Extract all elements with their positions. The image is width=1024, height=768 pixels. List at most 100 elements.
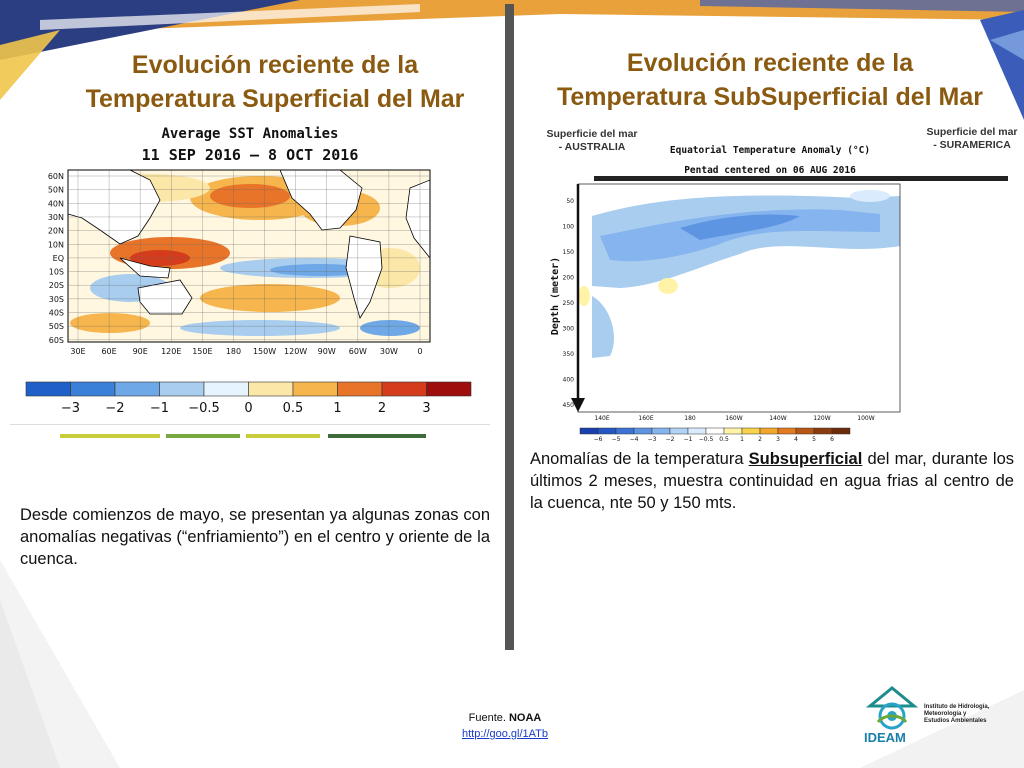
lat-label: 60S: [49, 336, 64, 345]
lon-label: 60W: [349, 347, 367, 356]
depth-tick: 350: [563, 351, 575, 358]
legend-label: −2: [105, 401, 124, 416]
chart-legend-label: −5: [612, 436, 621, 442]
lon-tick: 140W: [769, 415, 786, 422]
map-lon-labels: 30E 60E 90E 120E 150E 180 150W 120W 90W 60W 30W 0: [70, 347, 422, 356]
chart-legend-swatch: [705, 427, 725, 435]
map-title-line2: 11 SEP 2016 – 8 OCT 2016: [142, 146, 359, 164]
source-credit: Fuente. NOAA http://goo.gl/1ATb: [420, 710, 590, 742]
chart-legend-label: −0.5: [699, 436, 714, 442]
legend-swatch: [25, 381, 71, 397]
ideam-logo: IDEAM Instituto de Hidrología, Meteorolo…: [864, 686, 990, 745]
sst-anomaly-map: Average SST Anomalies 11 SEP 2016 – 8 OC…: [48, 126, 431, 356]
legend-separator: [10, 424, 490, 425]
lon-label: 90E: [133, 347, 148, 356]
left-body-text: Desde comienzos de mayo, se presentan ya…: [20, 506, 490, 568]
depth-tick: 450: [563, 402, 575, 409]
lon-tick: 160E: [638, 415, 653, 422]
chart-legend-label: −3: [648, 436, 657, 442]
panel-divider: [505, 4, 514, 650]
right-body-text: Anomalías de la temperatura Subsuperfici…: [530, 448, 1014, 514]
right-body-emphasis: Subsuperficial: [748, 450, 863, 468]
depth-tick: 100: [563, 224, 575, 231]
legend-swatch: [70, 381, 116, 397]
lat-label: 40S: [49, 309, 64, 318]
right-body-pre: Anomalías de la temperatura: [530, 450, 749, 468]
lon-label: 30E: [70, 347, 85, 356]
legend-swatch: [337, 381, 383, 397]
legend-label: 0.5: [283, 401, 304, 416]
lon-tick: 100W: [857, 415, 874, 422]
legend-swatch: [381, 381, 427, 397]
chart-legend-label: 6: [830, 436, 834, 442]
source-prefix: Fuente.: [468, 712, 509, 724]
chart-legend-swatch: [741, 427, 761, 435]
chart-legend-swatch: [633, 427, 653, 435]
lon-label: 120W: [284, 347, 307, 356]
legend-label: 0: [244, 401, 252, 416]
source-name: NOAA: [508, 712, 542, 724]
chart-legend-swatch: [651, 427, 671, 435]
depth-tick: 150: [563, 249, 575, 256]
right-title-line1: Evolución reciente de la: [626, 49, 914, 77]
lat-label: 50S: [49, 322, 64, 331]
label-suramerica: Superficie del mar - SURAMERICA: [926, 126, 1018, 151]
chart-legend-label: 4: [794, 436, 798, 442]
chart-legend-swatch: [687, 427, 707, 435]
depth-tick: 300: [563, 326, 575, 333]
lat-label: 30S: [49, 295, 64, 304]
depth-tick: 50: [566, 198, 574, 205]
legend-swatch: [203, 381, 249, 397]
chart-legend-label: −6: [594, 436, 603, 442]
legend-label: 1: [333, 401, 341, 416]
chart-legend-swatch: [777, 427, 797, 435]
source-link[interactable]: http://goo.gl/1ATb: [461, 728, 549, 740]
lon-tick: 180: [684, 415, 696, 422]
chart-legend-swatch: [579, 427, 599, 435]
left-title: Evolución reciente de la Temperatura Sup…: [40, 48, 510, 116]
legend-label: −3: [61, 401, 80, 416]
chart-legend-label: 0.5: [719, 436, 729, 442]
chart-title-line2: Pentad centered on 06 AUG 2016: [684, 165, 856, 176]
right-title: Evolución reciente de la Temperatura Sub…: [520, 46, 1020, 114]
right-body-post: del mar, durante los últimos 2 meses, mu…: [530, 450, 1014, 512]
chart-ylabel: Depth (meter): [550, 257, 561, 335]
chart-legend-swatch: [723, 427, 743, 435]
lon-tick: 160W: [725, 415, 742, 422]
legend-swatch: [114, 381, 160, 397]
legend-label: 2: [378, 401, 386, 416]
lat-label: 20S: [49, 281, 64, 290]
legend-swatch: [159, 381, 205, 397]
chart-legend-label: 3: [776, 436, 780, 442]
chart-legend-label: 2: [758, 436, 762, 442]
lat-label: 20N: [48, 227, 64, 236]
surface-line: [594, 176, 1008, 181]
decorative-dashes: [60, 434, 426, 438]
chart-legend-swatch: [831, 427, 851, 435]
chart-legend-swatch: [795, 427, 815, 435]
left-title-line2: Temperatura Superficial del Mar: [85, 85, 465, 113]
chart-legend-swatch: [669, 427, 689, 435]
legend-swatch: [426, 381, 472, 397]
chart-title-line1: Equatorial Temperature Anomaly (°C): [670, 145, 870, 156]
lon-label: 120E: [161, 347, 181, 356]
lon-tick: 120W: [813, 415, 830, 422]
chart-legend-swatch: [615, 427, 635, 435]
right-title-line2: Temperatura SubSuperficial del Mar: [556, 83, 984, 111]
lat-label: EQ: [53, 254, 64, 263]
legend-swatch: [248, 381, 294, 397]
lon-label: 180: [226, 347, 241, 356]
lon-label: 90W: [318, 347, 336, 356]
subsurface-anomaly-chart: Equatorial Temperature Anomaly (°C) Pent…: [550, 145, 1008, 442]
lon-tick: 140E: [594, 415, 609, 422]
depth-tick: 400: [563, 377, 575, 384]
map-lat-labels: 60N 50N 40N 30N 20N 10N EQ 10S 20S 30S 40S 50S 60S: [48, 172, 64, 345]
lon-label: 60E: [101, 347, 116, 356]
chart-legend-label: −1: [684, 436, 693, 442]
chart-legend: −6 −5 −4 −3 −2 −1 −0.5 0.5 1 2 3 4 5 6: [579, 427, 851, 442]
lon-label: 0: [417, 347, 422, 356]
depth-tick: 250: [563, 300, 575, 307]
chart-y-ticks: 50 100 150 200 250 300 350 400 450: [563, 198, 575, 409]
legend-label: 3: [422, 401, 430, 416]
